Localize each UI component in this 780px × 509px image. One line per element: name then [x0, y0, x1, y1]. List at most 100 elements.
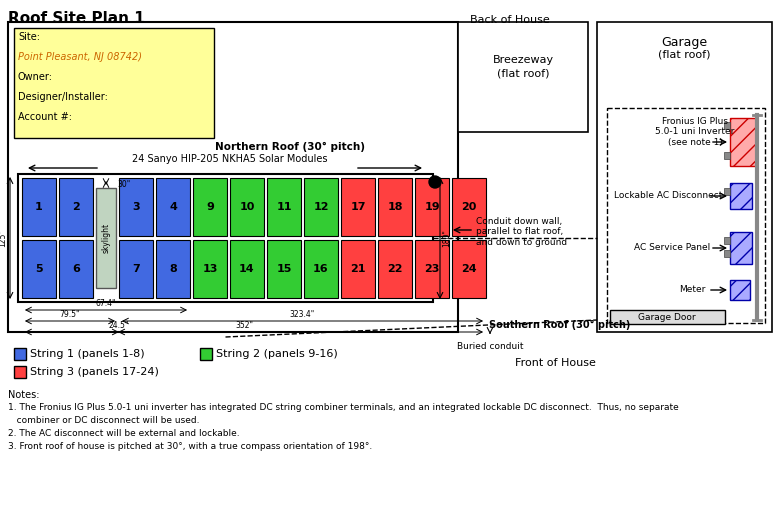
Bar	[22, 240, 56, 298]
Bar	[724, 237, 730, 244]
Bar	[724, 152, 730, 159]
Text: 21: 21	[350, 264, 366, 274]
Bar	[452, 178, 486, 236]
Bar	[14, 348, 26, 360]
Bar	[724, 188, 730, 195]
Text: 4: 4	[169, 202, 177, 212]
Text: Breezeway: Breezeway	[492, 55, 554, 65]
Text: 1. The Fronius IG Plus 5.0-1 uni inverter has integrated DC string combiner term: 1. The Fronius IG Plus 5.0-1 uni inverte…	[8, 403, 679, 412]
Bar	[200, 348, 212, 360]
Text: Site:: Site:	[18, 32, 40, 42]
Text: 125": 125"	[0, 229, 7, 247]
Text: 5: 5	[35, 264, 43, 274]
Bar	[724, 250, 730, 257]
Text: Buried conduit: Buried conduit	[457, 342, 523, 351]
Text: 180": 180"	[442, 229, 451, 247]
Bar	[267, 240, 301, 298]
Text: 352": 352"	[235, 321, 253, 330]
Bar	[730, 118, 756, 166]
Bar	[22, 178, 56, 236]
Text: 30": 30"	[117, 180, 130, 189]
Bar	[267, 178, 301, 236]
Bar	[378, 240, 412, 298]
Text: Point Pleasant, NJ 08742): Point Pleasant, NJ 08742)	[18, 52, 142, 62]
Text: 22: 22	[387, 264, 402, 274]
Bar	[193, 240, 227, 298]
Bar	[156, 178, 190, 236]
Bar	[452, 240, 486, 298]
Text: 24.5": 24.5"	[108, 321, 129, 330]
Text: Meter: Meter	[679, 286, 705, 295]
Text: Front of House: Front of House	[515, 358, 595, 368]
Bar	[193, 178, 227, 236]
Text: 6: 6	[72, 264, 80, 274]
Text: 17: 17	[350, 202, 366, 212]
Bar	[14, 366, 26, 378]
Bar	[59, 178, 93, 236]
Bar	[415, 240, 449, 298]
Bar	[119, 240, 153, 298]
Text: Conduit down wall,
parallel to flat roof,
and down to ground: Conduit down wall, parallel to flat roof…	[476, 217, 567, 247]
Text: 9: 9	[206, 202, 214, 212]
Text: 323.4": 323.4"	[290, 310, 315, 319]
Text: Fronius IG Plus
5.0-1 uni Inverter
(see note 1): Fronius IG Plus 5.0-1 uni Inverter (see …	[655, 117, 735, 147]
Text: 20: 20	[461, 202, 477, 212]
Text: 7: 7	[132, 264, 140, 274]
Bar	[378, 178, 412, 236]
Bar	[119, 178, 153, 236]
Bar	[341, 240, 375, 298]
Bar	[730, 280, 750, 300]
Bar	[18, 174, 433, 302]
Bar	[607, 108, 765, 323]
Text: 11: 11	[276, 202, 292, 212]
Bar	[458, 22, 588, 132]
Bar	[341, 178, 375, 236]
Text: (flat roof): (flat roof)	[497, 68, 549, 78]
Bar	[597, 22, 772, 332]
Text: Southern Roof (30° pitch): Southern Roof (30° pitch)	[489, 320, 630, 330]
Text: Back of House: Back of House	[470, 15, 550, 25]
Text: String 3 (panels 17-24): String 3 (panels 17-24)	[30, 367, 159, 377]
Text: Designer/Installer:: Designer/Installer:	[18, 92, 108, 102]
Bar	[230, 178, 264, 236]
Text: skylight: skylight	[101, 223, 111, 253]
Circle shape	[429, 176, 441, 188]
Text: 24: 24	[461, 264, 477, 274]
Bar	[8, 22, 458, 332]
Text: String 1 (panels 1-8): String 1 (panels 1-8)	[30, 349, 144, 359]
Bar	[14, 28, 214, 138]
Bar	[230, 240, 264, 298]
Text: 3: 3	[132, 202, 140, 212]
Bar	[415, 178, 449, 236]
Text: Owner:: Owner:	[18, 72, 53, 82]
Bar	[304, 178, 338, 236]
Text: 24 Sanyo HIP-205 NKHA5 Solar Modules: 24 Sanyo HIP-205 NKHA5 Solar Modules	[133, 154, 328, 164]
Text: 12: 12	[314, 202, 328, 212]
Text: 15: 15	[276, 264, 292, 274]
Text: String 2 (panels 9-16): String 2 (panels 9-16)	[216, 349, 338, 359]
Bar	[730, 232, 752, 264]
Bar	[610, 310, 725, 324]
Text: Roof Site Plan 1: Roof Site Plan 1	[8, 11, 145, 26]
Text: 16: 16	[314, 264, 329, 274]
Bar	[730, 183, 752, 209]
Text: 18: 18	[387, 202, 402, 212]
Text: 10: 10	[239, 202, 255, 212]
Text: 79.5": 79.5"	[60, 310, 80, 319]
Text: 14: 14	[239, 264, 255, 274]
Text: Garage: Garage	[661, 36, 707, 49]
Text: Northern Roof (30° pitch): Northern Roof (30° pitch)	[215, 142, 365, 152]
Text: combiner or DC disconnect will be used.: combiner or DC disconnect will be used.	[8, 416, 200, 425]
Bar	[96, 188, 116, 288]
Text: (flat roof): (flat roof)	[658, 49, 711, 59]
Text: 67.4": 67.4"	[96, 299, 116, 308]
Text: 3. Front roof of house is pitched at 30°, with a true compass orientation of 198: 3. Front roof of house is pitched at 30°…	[8, 442, 372, 451]
Text: 2: 2	[72, 202, 80, 212]
Text: Garage Door: Garage Door	[638, 313, 696, 322]
Bar	[304, 240, 338, 298]
Bar	[724, 122, 730, 129]
Text: 23: 23	[424, 264, 440, 274]
Text: 19: 19	[424, 202, 440, 212]
Text: Account #:: Account #:	[18, 112, 72, 122]
Bar	[156, 240, 190, 298]
